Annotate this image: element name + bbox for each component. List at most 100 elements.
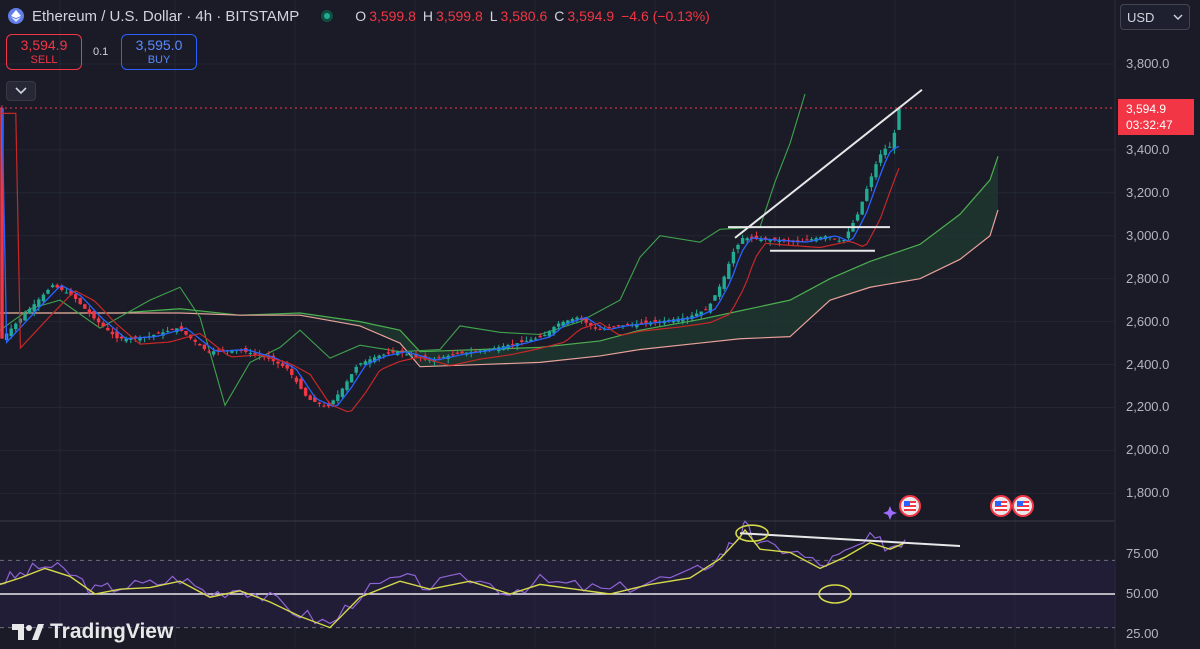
candle-body [414,353,418,357]
candle-body [736,244,740,250]
candle-body [96,318,101,323]
price-tick-label: 2,200.0 [1126,399,1170,415]
candle-body [138,337,142,341]
candle-body [460,351,464,354]
candle-body [860,201,864,215]
candle-body [391,350,395,353]
candle-body [92,311,96,319]
rsi-trendline [739,532,961,547]
chevron-down-icon [1173,14,1183,20]
candle-body [878,154,883,163]
candle-body [441,356,446,358]
candle-body [487,349,492,351]
candle-body [474,351,478,353]
candle-body [837,240,841,242]
order-quantity[interactable]: 0.1 [93,46,109,58]
candle-body [883,148,887,155]
candle-body [345,381,349,391]
sell-button[interactable]: 3,594.9 SELL [6,34,82,70]
candle-body [639,322,644,324]
price-tick-label: 3,800.0 [1126,55,1170,71]
candle-body [119,336,124,339]
candle-body [437,357,441,359]
candle-body [717,286,722,297]
brand-name: TradingView [50,620,174,643]
buy-button[interactable]: 3,595.0 BUY [121,34,197,70]
candle-body [727,263,731,280]
candle-body [248,353,253,355]
candle-body [110,331,115,335]
cloud-fill [0,156,998,367]
candle-body [198,344,202,346]
lagging-span-line [0,93,806,407]
candle-body [331,400,335,405]
candle-body [704,309,708,311]
base-line [2,112,900,413]
candle-body [276,361,280,364]
candle-body [570,319,575,323]
currency-select[interactable]: USD [1120,4,1190,30]
candle-body [294,377,299,382]
candle-body [55,284,59,288]
price-tick-label: 2,800.0 [1126,270,1170,286]
candle-body [713,295,717,301]
candle-body [14,323,18,330]
candle-body [846,231,851,239]
candle-body [533,338,538,340]
sparkle-icon [883,506,897,520]
candle-body [349,374,354,383]
conversion-line [1,107,900,407]
us-flag-icon [899,495,921,517]
candle-body [492,348,496,350]
currency-label: USD [1127,9,1155,25]
rsi-moving-average-line [0,528,906,629]
price-tick-label: 3,400.0 [1126,141,1170,157]
candle-body [340,388,345,397]
candle-body [133,336,138,338]
price-tick-label: 2,000.0 [1126,442,1170,458]
candle-body [644,320,648,323]
candle-body [368,359,372,364]
candle-body [478,350,483,352]
candle-body [667,319,671,321]
candle-body [280,363,285,367]
candlestick-series [0,105,901,413]
candle-body [179,326,184,331]
ethereum-icon [8,8,24,24]
candle-body [262,356,266,358]
senkou-span-a-line [0,156,999,353]
low-value: 3,580.6 [500,8,548,24]
candle-body [207,351,211,353]
buy-label: BUY [147,54,171,66]
candle-body [612,326,616,328]
candle-body [547,330,552,337]
rsi-tick-label: 50.00 [1126,586,1159,601]
candle-body [768,240,772,242]
ohlc-values: O 3,599.8 H 3,599.8 L 3,580.6 C 3,594.9 −4.6… [355,8,710,24]
candle-body [83,304,87,309]
candle-body [556,323,561,327]
candle-body [699,311,703,316]
candle-body [865,188,869,201]
candle-body [451,354,455,356]
candle-body [216,349,220,351]
candle-body [405,354,409,356]
last-price-badge: 3,594.9 03:32:47 [1118,99,1194,135]
candle-body [317,402,322,404]
symbol-title[interactable]: Ethereum / U.S. Dollar · 4h · BITSTAMP [32,7,300,25]
candle-body [115,331,119,339]
candle-body [524,340,529,342]
market-status-icon [321,10,334,22]
candle-body [170,328,174,330]
candle-body [27,308,32,314]
candle-body [777,240,782,242]
candle-body [303,387,308,396]
candle-body [635,323,639,328]
rising-trendline [734,88,923,239]
candle-body [60,285,64,290]
us-flag-icon [1012,495,1034,517]
candle-body [32,304,36,312]
collapse-legend-button[interactable] [6,81,36,101]
candle-body [377,355,381,359]
